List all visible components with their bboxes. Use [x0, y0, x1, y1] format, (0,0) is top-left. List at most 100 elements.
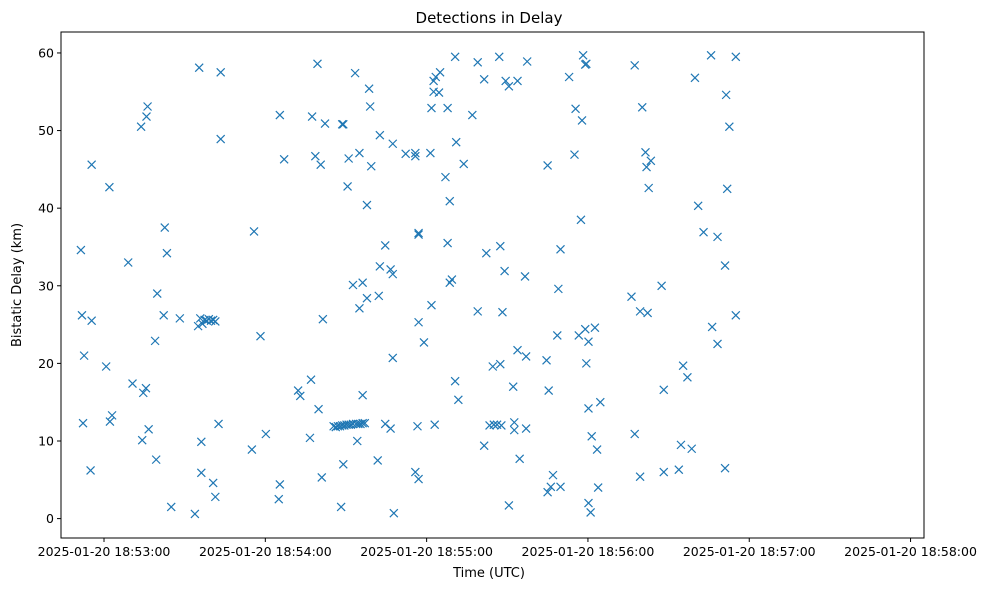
data-point — [659, 467, 669, 477]
data-point — [364, 84, 374, 94]
data-point — [494, 52, 504, 62]
data-point — [295, 391, 305, 401]
data-point — [249, 227, 259, 236]
data-point — [627, 292, 636, 302]
data-point — [123, 258, 133, 267]
data-point — [425, 148, 435, 158]
data-point — [261, 429, 271, 439]
data-point — [580, 324, 590, 334]
data-point — [216, 67, 226, 77]
data-point — [724, 122, 734, 132]
data-point — [337, 119, 347, 129]
data-point — [78, 418, 88, 428]
data-point — [313, 59, 322, 69]
data-point — [79, 351, 89, 361]
data-point — [498, 307, 507, 317]
data-point — [414, 474, 423, 484]
data-point — [151, 455, 161, 465]
data-point — [159, 310, 169, 320]
data-point — [275, 110, 285, 120]
data-point — [414, 230, 423, 239]
data-point — [504, 81, 514, 91]
data-point — [435, 67, 445, 77]
data-point — [720, 261, 730, 271]
data-point — [548, 470, 558, 480]
data-point — [375, 261, 385, 271]
y-tick-label: 60 — [38, 45, 54, 60]
y-axis-ticks: 0 10 20 30 40 50 60 — [38, 45, 61, 526]
data-point — [388, 353, 398, 363]
data-point — [138, 388, 148, 398]
y-tick-label: 10 — [38, 433, 54, 448]
plot-frame — [60, 31, 925, 539]
data-point — [635, 472, 645, 482]
data-point — [101, 362, 111, 371]
data-point — [447, 275, 457, 284]
y-tick-label: 30 — [38, 278, 54, 293]
data-point — [141, 383, 151, 393]
x-tick-label: 2025-01-20 18:57:00 — [683, 544, 816, 559]
data-point — [676, 440, 686, 450]
data-point — [635, 306, 645, 316]
y-axis-title: Bistatic Delay (km) — [10, 223, 25, 347]
data-point — [104, 182, 114, 192]
data-point — [136, 122, 146, 132]
data-point — [508, 382, 518, 392]
data-point — [430, 420, 440, 430]
data-point — [713, 232, 722, 242]
data-point — [699, 227, 708, 237]
data-point — [521, 351, 531, 361]
data-point — [414, 317, 423, 327]
data-point — [659, 385, 669, 395]
data-point — [86, 466, 95, 475]
data-point — [314, 404, 323, 414]
data-point — [166, 502, 176, 512]
data-point — [152, 289, 162, 298]
data-point — [515, 454, 525, 464]
data-point — [576, 215, 586, 225]
data-point — [693, 201, 703, 211]
data-point — [190, 509, 200, 519]
data-point — [150, 336, 160, 346]
data-point — [713, 339, 722, 349]
data-point — [721, 90, 731, 100]
data-point — [316, 160, 326, 170]
data-point — [87, 160, 97, 170]
data-point — [274, 494, 284, 504]
data-point — [358, 390, 368, 400]
data-point — [358, 418, 368, 428]
data-point — [427, 300, 436, 310]
data-point — [306, 375, 316, 385]
data-point — [479, 441, 489, 451]
data-point — [362, 200, 372, 210]
data-point — [413, 421, 422, 431]
data-point — [690, 73, 700, 83]
data-point — [553, 284, 563, 294]
data-point — [160, 223, 170, 232]
data-point — [388, 139, 398, 149]
data-point — [87, 316, 97, 326]
data-point — [434, 88, 444, 97]
data-point — [214, 419, 223, 429]
data-point — [427, 103, 436, 113]
data-point — [595, 397, 605, 407]
plot-area — [61, 32, 924, 538]
data-point — [584, 403, 593, 413]
data-point — [543, 487, 553, 497]
data-point — [107, 410, 117, 420]
data-point — [643, 308, 653, 318]
data-point — [336, 502, 346, 512]
data-point — [307, 112, 317, 122]
data-point — [687, 444, 697, 454]
data-point — [584, 498, 593, 508]
data-point — [419, 338, 429, 347]
y-tick-label: 20 — [38, 356, 54, 371]
data-point — [495, 241, 505, 251]
data-point — [144, 424, 154, 434]
x-tick-label: 2025-01-20 18:54:00 — [199, 544, 332, 559]
data-point — [488, 362, 498, 371]
data-point — [637, 102, 647, 112]
data-point — [194, 63, 204, 73]
data-point — [354, 148, 364, 158]
